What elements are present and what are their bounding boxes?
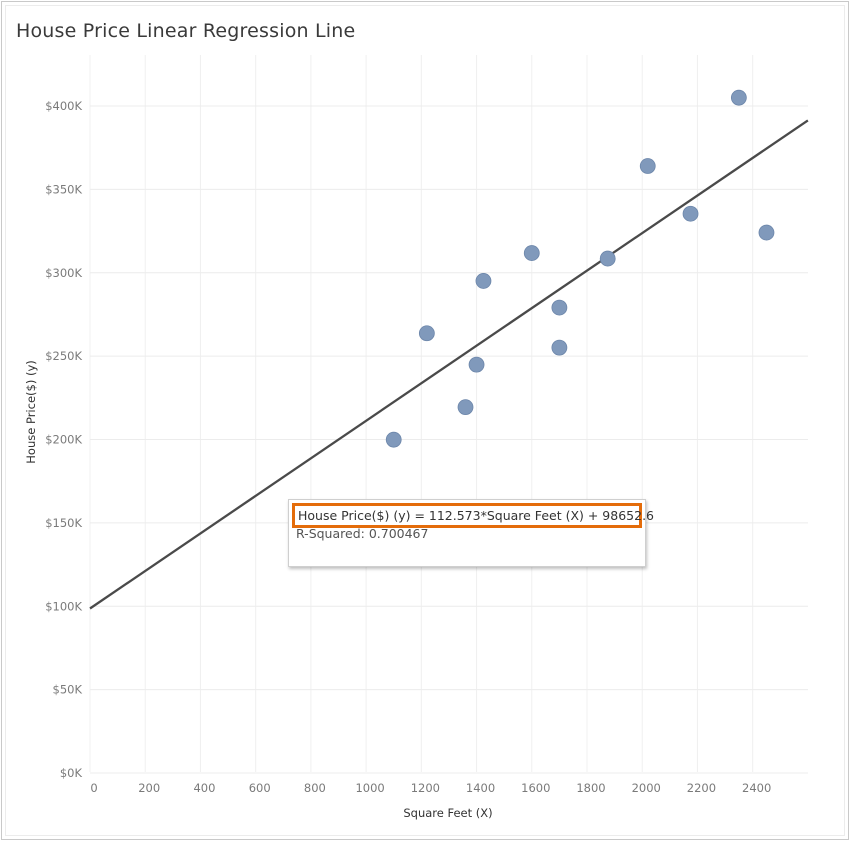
y-tick-label: $350K [45, 182, 82, 196]
y-tick-label: $250K [45, 349, 82, 363]
scatter-point[interactable] [418, 325, 435, 342]
scatter-point[interactable] [758, 224, 775, 241]
scatter-point[interactable] [468, 356, 485, 373]
y-axis-title: House Price($) (y) [24, 360, 38, 463]
trend-line-tooltip: House Price($) (y) = 112.573*Square Feet… [288, 499, 654, 567]
scatter-point[interactable] [523, 245, 540, 261]
scatter-point[interactable] [599, 250, 616, 267]
scatter-point[interactable] [551, 299, 568, 316]
x-tick-label: 1600 [521, 781, 550, 795]
x-tick-label: 2400 [742, 781, 771, 795]
x-tick-label: 1800 [576, 781, 605, 795]
x-tick-label: 200 [138, 781, 160, 795]
x-tick-label: 2200 [687, 781, 716, 795]
chart-frame-inner [5, 5, 845, 836]
y-tick-label: $100K [45, 599, 82, 613]
y-tick-label: $50K [53, 683, 83, 697]
scatter-point[interactable] [385, 431, 402, 448]
y-tick-label: $200K [45, 433, 82, 447]
chart-title: House Price Linear Regression Line [16, 20, 356, 42]
scatter-point[interactable] [639, 158, 656, 174]
x-tick-label: 1400 [466, 781, 495, 795]
x-tick-label: 800 [304, 781, 326, 795]
y-tick-label: $0K [60, 766, 83, 780]
scatter-point[interactable] [457, 399, 474, 416]
x-tick-label: 1000 [355, 781, 384, 795]
regression-trend-line[interactable] [89, 119, 809, 610]
x-tick-label: 1200 [411, 781, 440, 795]
x-tick-label: 400 [193, 781, 215, 795]
tooltip-equation: House Price($) (y) = 112.573*Square Feet… [292, 503, 654, 528]
scatter-point[interactable] [682, 205, 699, 222]
x-tick-label: 600 [249, 781, 271, 795]
scatter-point[interactable] [551, 339, 568, 356]
x-tick-label: 2000 [632, 781, 661, 795]
x-axis-title: Square Feet (X) [403, 806, 492, 820]
y-tick-label: $150K [45, 516, 82, 530]
tooltip-r-squared: R-Squared: 0.700467 [296, 526, 429, 541]
scatter-point[interactable] [475, 273, 492, 289]
scatter-point[interactable] [730, 89, 747, 106]
y-tick-label: $300K [45, 266, 82, 280]
x-tick-label: 0 [90, 781, 97, 795]
y-tick-label: $400K [45, 99, 82, 113]
